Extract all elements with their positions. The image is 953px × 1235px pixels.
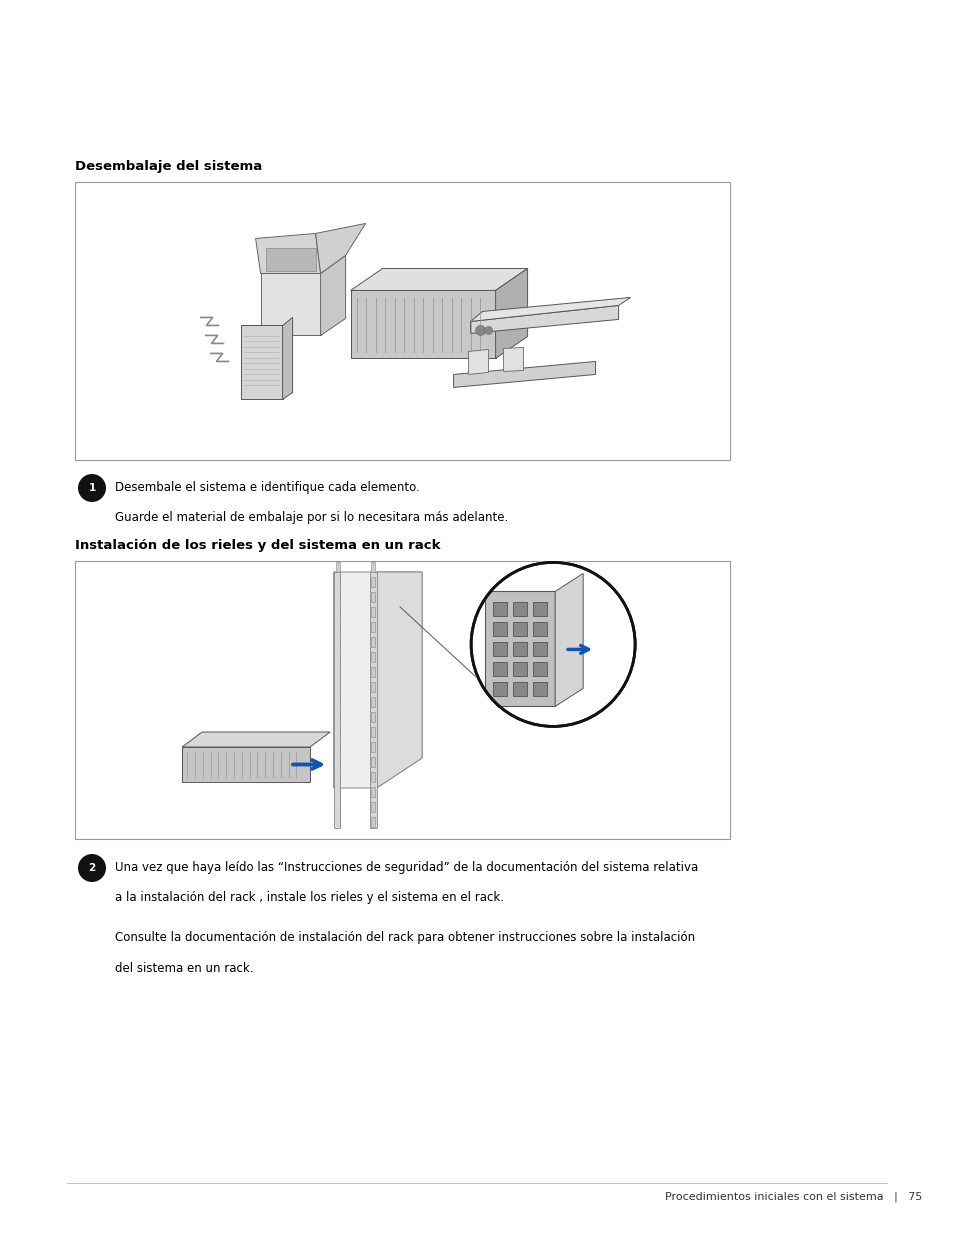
Bar bbox=[335, 637, 339, 647]
Text: a la instalación del rack , instale los rieles y el sistema en el rack.: a la instalación del rack , instale los … bbox=[115, 892, 503, 904]
Polygon shape bbox=[503, 347, 523, 372]
Text: Consulte la documentación de instalación del rack para obtener instrucciones sob: Consulte la documentación de instalación… bbox=[115, 931, 695, 945]
Bar bbox=[533, 683, 547, 697]
Text: Desembale el sistema e identifique cada elemento.: Desembale el sistema e identifique cada … bbox=[115, 482, 419, 494]
Bar bbox=[371, 577, 375, 587]
Bar bbox=[371, 772, 375, 782]
Bar bbox=[335, 652, 339, 662]
Bar bbox=[533, 622, 547, 636]
Polygon shape bbox=[240, 326, 282, 399]
Bar bbox=[335, 562, 339, 572]
Circle shape bbox=[78, 474, 106, 501]
Polygon shape bbox=[351, 290, 495, 358]
Bar bbox=[335, 727, 339, 737]
Bar bbox=[335, 713, 339, 722]
Polygon shape bbox=[470, 305, 618, 333]
Bar bbox=[370, 572, 376, 827]
Polygon shape bbox=[555, 573, 582, 706]
Bar bbox=[513, 683, 527, 697]
Bar bbox=[335, 818, 339, 827]
Bar bbox=[493, 642, 507, 656]
Bar bbox=[371, 757, 375, 767]
Text: 2: 2 bbox=[89, 863, 95, 873]
Text: del sistema en un rack.: del sistema en un rack. bbox=[115, 962, 253, 974]
Polygon shape bbox=[470, 298, 630, 321]
Bar bbox=[493, 622, 507, 636]
Polygon shape bbox=[282, 317, 293, 399]
Polygon shape bbox=[453, 362, 595, 388]
Bar bbox=[335, 697, 339, 706]
Bar bbox=[334, 572, 339, 827]
Polygon shape bbox=[334, 572, 421, 788]
Bar bbox=[371, 562, 375, 572]
Bar bbox=[485, 592, 555, 706]
Bar bbox=[493, 603, 507, 616]
Circle shape bbox=[484, 326, 492, 335]
Bar bbox=[513, 603, 527, 616]
Polygon shape bbox=[468, 350, 488, 374]
Polygon shape bbox=[255, 233, 320, 273]
Bar bbox=[371, 787, 375, 797]
Bar bbox=[371, 682, 375, 692]
Text: 1: 1 bbox=[89, 483, 95, 493]
Bar bbox=[75, 182, 729, 459]
Circle shape bbox=[78, 853, 106, 882]
Bar bbox=[335, 667, 339, 677]
Bar bbox=[371, 652, 375, 662]
Bar bbox=[75, 561, 729, 839]
Bar bbox=[335, 742, 339, 752]
Bar bbox=[533, 642, 547, 656]
Polygon shape bbox=[182, 732, 330, 747]
Bar bbox=[335, 592, 339, 601]
Bar bbox=[371, 713, 375, 722]
Bar bbox=[371, 592, 375, 601]
Bar bbox=[371, 667, 375, 677]
Polygon shape bbox=[495, 268, 527, 358]
Circle shape bbox=[469, 561, 637, 729]
Bar bbox=[371, 637, 375, 647]
Bar bbox=[533, 603, 547, 616]
Bar bbox=[335, 757, 339, 767]
Bar bbox=[533, 662, 547, 677]
Text: Instalación de los rieles y del sistema en un rack: Instalación de los rieles y del sistema … bbox=[75, 538, 440, 552]
Bar bbox=[335, 577, 339, 587]
Polygon shape bbox=[315, 224, 365, 273]
Bar bbox=[371, 622, 375, 632]
Bar bbox=[371, 818, 375, 827]
Circle shape bbox=[476, 326, 485, 336]
Text: Desembalaje del sistema: Desembalaje del sistema bbox=[75, 161, 262, 173]
Text: Una vez que haya leído las “Instrucciones de seguridad” de la documentación del : Una vez que haya leído las “Instruccione… bbox=[115, 862, 698, 874]
Bar bbox=[371, 742, 375, 752]
Polygon shape bbox=[320, 256, 345, 336]
Bar bbox=[513, 662, 527, 677]
Bar bbox=[371, 697, 375, 706]
Polygon shape bbox=[376, 572, 421, 788]
Text: Guarde el material de embalaje por si lo necesitara más adelante.: Guarde el material de embalaje por si lo… bbox=[115, 511, 508, 525]
Bar bbox=[493, 662, 507, 677]
Bar bbox=[335, 772, 339, 782]
Bar bbox=[335, 787, 339, 797]
Bar bbox=[371, 606, 375, 618]
Bar bbox=[513, 642, 527, 656]
Polygon shape bbox=[182, 747, 310, 782]
Bar bbox=[493, 683, 507, 697]
Bar bbox=[335, 606, 339, 618]
Bar bbox=[371, 727, 375, 737]
Bar bbox=[335, 682, 339, 692]
Bar bbox=[335, 622, 339, 632]
Text: Procedimientos iniciales con el sistema   |   75: Procedimientos iniciales con el sistema … bbox=[664, 1192, 921, 1202]
Bar bbox=[371, 802, 375, 811]
Bar bbox=[513, 622, 527, 636]
Bar bbox=[335, 802, 339, 811]
Polygon shape bbox=[260, 273, 320, 336]
Polygon shape bbox=[351, 268, 527, 290]
Polygon shape bbox=[265, 248, 315, 272]
